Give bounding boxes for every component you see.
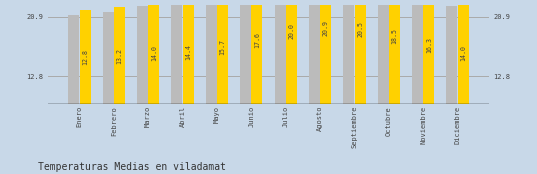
Text: 20.5: 20.5 xyxy=(357,21,363,37)
Text: 16.3: 16.3 xyxy=(426,37,432,53)
Text: 20.0: 20.0 xyxy=(288,23,294,39)
Text: 12.8: 12.8 xyxy=(82,49,88,65)
Bar xyxy=(343,0,354,104)
Bar xyxy=(206,0,217,104)
Bar xyxy=(148,2,159,104)
Bar xyxy=(183,0,194,104)
Text: 18.5: 18.5 xyxy=(391,28,397,44)
Text: 14.0: 14.0 xyxy=(151,45,157,61)
Bar xyxy=(114,7,125,104)
Text: 14.0: 14.0 xyxy=(460,45,466,61)
Text: 13.2: 13.2 xyxy=(117,48,122,64)
Text: 14.4: 14.4 xyxy=(185,44,191,60)
Bar xyxy=(389,0,400,104)
Bar xyxy=(423,0,434,104)
Bar xyxy=(446,6,458,104)
Bar xyxy=(354,0,366,104)
Bar xyxy=(217,0,228,104)
Bar xyxy=(274,0,286,104)
Bar xyxy=(378,0,389,104)
Bar xyxy=(320,0,331,104)
Text: Temperaturas Medias en viladamat: Temperaturas Medias en viladamat xyxy=(38,162,226,172)
Text: 17.6: 17.6 xyxy=(254,32,260,48)
Bar xyxy=(103,12,114,104)
Text: 15.7: 15.7 xyxy=(220,39,226,55)
Bar xyxy=(412,0,423,104)
Bar xyxy=(286,0,297,104)
Bar xyxy=(240,0,251,104)
Bar xyxy=(309,0,320,104)
Bar xyxy=(458,2,469,104)
Bar xyxy=(171,3,183,104)
Bar xyxy=(251,0,263,104)
Bar xyxy=(137,6,148,104)
Bar xyxy=(68,15,79,104)
Text: 20.9: 20.9 xyxy=(323,20,329,36)
Bar xyxy=(79,10,91,104)
